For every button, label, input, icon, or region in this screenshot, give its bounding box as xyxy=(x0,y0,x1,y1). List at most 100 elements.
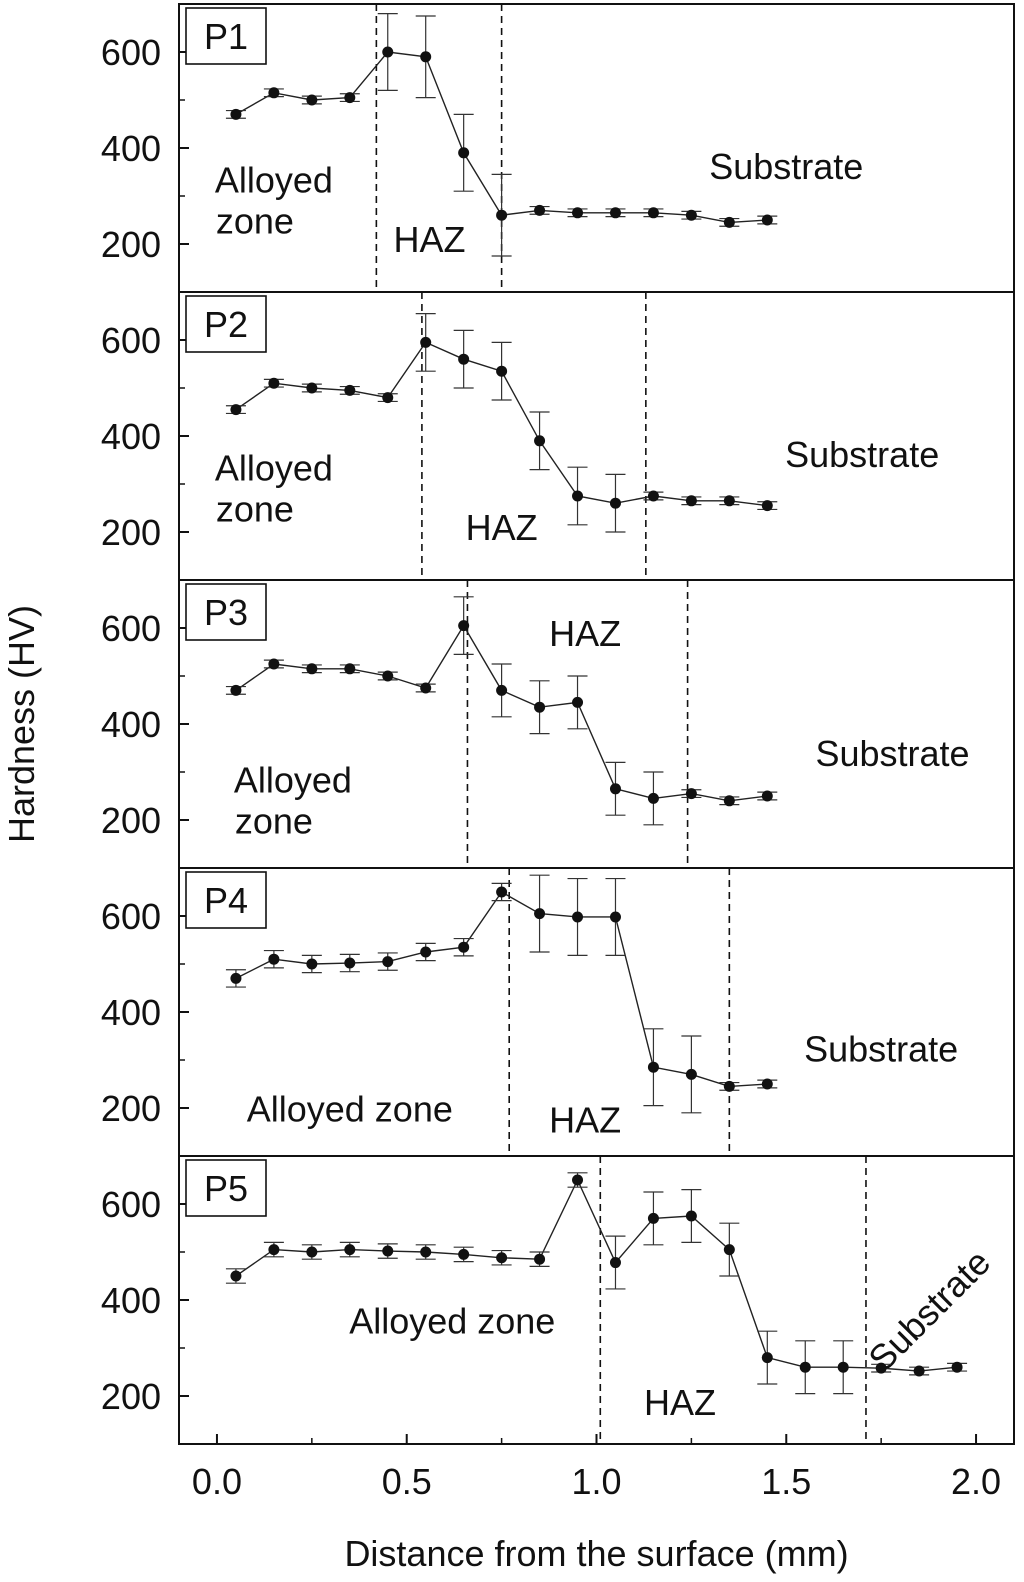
data-point xyxy=(458,353,470,365)
y-tick-label: 200 xyxy=(101,1376,161,1417)
series-line xyxy=(235,891,768,1088)
zone-annotation: Substrate xyxy=(815,733,969,774)
y-tick-label: 600 xyxy=(101,320,161,361)
data-point xyxy=(723,1080,735,1092)
data-point xyxy=(268,87,280,99)
data-point xyxy=(609,497,621,509)
data-point xyxy=(420,946,432,958)
data-point xyxy=(761,500,773,512)
zone-annotation: zone xyxy=(216,200,294,241)
data-point xyxy=(647,1061,659,1073)
data-point xyxy=(572,911,584,923)
data-point xyxy=(609,207,621,219)
data-point xyxy=(534,204,546,216)
x-tick-label: 1.5 xyxy=(761,1461,811,1502)
data-point xyxy=(647,490,659,502)
data-point xyxy=(420,336,432,348)
panel-p4: 200 400 600 P4 Substrate Alloyed zone HAZ xyxy=(101,867,1015,1157)
data-point xyxy=(609,783,621,795)
zone-annotation: Alloyed zone xyxy=(349,1301,555,1342)
data-point xyxy=(230,972,242,984)
data-point xyxy=(344,92,356,104)
data-point xyxy=(875,1362,887,1374)
y-tick-label: 400 xyxy=(101,416,161,457)
data-point xyxy=(723,795,735,807)
data-point xyxy=(761,1352,773,1364)
data-point xyxy=(951,1361,963,1373)
zone-annotation: Substrate xyxy=(709,146,863,187)
x-tick-label: 1.0 xyxy=(571,1461,621,1502)
data-point xyxy=(306,382,318,394)
panel-label-box xyxy=(185,7,267,65)
panel-frame xyxy=(178,3,1015,293)
data-point xyxy=(685,1068,697,1080)
y-tick-label: 600 xyxy=(101,1184,161,1225)
data-point xyxy=(496,684,508,696)
zone-annotation: HAZ xyxy=(394,219,466,260)
data-point xyxy=(230,108,242,120)
y-tick-label: 600 xyxy=(101,32,161,73)
panel-label-group: P4 xyxy=(185,871,267,929)
data-point xyxy=(685,1210,697,1222)
panel-p5: 200 400 600 P5 Alloyed zone HAZ Substrate xyxy=(101,1155,1015,1445)
data-point xyxy=(761,214,773,226)
data-point xyxy=(534,908,546,920)
data-point xyxy=(230,1270,242,1282)
data-point xyxy=(306,663,318,675)
y-tick-label: 400 xyxy=(101,128,161,169)
data-point xyxy=(761,1078,773,1090)
data-point xyxy=(799,1361,811,1373)
data-point xyxy=(268,658,280,670)
zone-annotation: Alloyed xyxy=(215,448,333,489)
panel-label: P5 xyxy=(204,1168,248,1209)
x-axis: 0.0 0.5 1.0 1.5 2.0 xyxy=(192,1434,1001,1502)
panel-label-box xyxy=(185,583,267,641)
data-point xyxy=(344,384,356,396)
data-point xyxy=(496,365,508,377)
data-point xyxy=(761,790,773,802)
data-point xyxy=(496,886,508,898)
y-tick-label: 600 xyxy=(101,608,161,649)
y-tick-label: 400 xyxy=(101,704,161,745)
zone-annotation: Substrate xyxy=(860,1241,998,1379)
y-tick-label: 200 xyxy=(101,224,161,265)
data-point xyxy=(382,670,394,682)
data-point xyxy=(534,1253,546,1265)
zone-annotation: Alloyed xyxy=(215,160,333,201)
data-point xyxy=(420,682,432,694)
zone-annotation: Alloyed xyxy=(234,760,352,801)
data-point xyxy=(344,663,356,675)
panel-label-box xyxy=(185,1159,267,1217)
data-point xyxy=(723,1244,735,1256)
panel-frame xyxy=(178,1155,1015,1445)
panel-label-group: P1 xyxy=(185,7,267,65)
panel-label-box xyxy=(185,871,267,929)
x-tick-label: 0.0 xyxy=(192,1461,242,1502)
data-point xyxy=(420,1246,432,1258)
data-point xyxy=(496,1252,508,1264)
data-point xyxy=(230,404,242,416)
zone-annotation: Substrate xyxy=(785,434,939,475)
data-point xyxy=(458,147,470,159)
data-point xyxy=(230,684,242,696)
data-point xyxy=(382,1245,394,1257)
data-point xyxy=(382,392,394,404)
data-point xyxy=(647,1212,659,1224)
panel-label: P4 xyxy=(204,880,248,921)
data-point xyxy=(572,696,584,708)
zone-annotation: HAZ xyxy=(549,1099,621,1140)
y-tick-label: 600 xyxy=(101,896,161,937)
data-point xyxy=(572,1174,584,1186)
data-point xyxy=(913,1365,925,1377)
y-tick-label: 200 xyxy=(101,800,161,841)
data-point xyxy=(572,490,584,502)
data-point xyxy=(534,435,546,447)
data-point xyxy=(723,216,735,228)
series-line xyxy=(235,1178,958,1372)
zone-annotation: HAZ xyxy=(549,613,621,654)
data-point xyxy=(306,1246,318,1258)
